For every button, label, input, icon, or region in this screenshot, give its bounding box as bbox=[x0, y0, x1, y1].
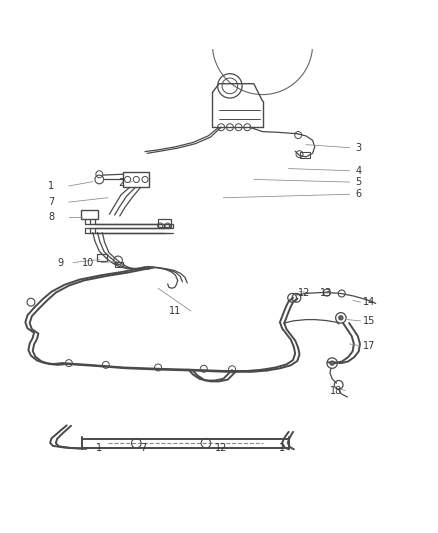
Text: 7: 7 bbox=[140, 443, 146, 454]
Text: 1: 1 bbox=[96, 443, 102, 454]
Text: 12: 12 bbox=[215, 443, 227, 454]
Text: 7: 7 bbox=[48, 197, 55, 207]
Text: 14: 14 bbox=[363, 297, 375, 307]
Text: 4: 4 bbox=[355, 166, 361, 176]
Text: 12: 12 bbox=[298, 288, 310, 298]
Text: 9: 9 bbox=[57, 257, 63, 268]
Circle shape bbox=[330, 361, 334, 365]
Text: 5: 5 bbox=[355, 177, 361, 187]
Text: 11: 11 bbox=[170, 306, 182, 316]
Text: 2: 2 bbox=[118, 177, 124, 188]
Text: 10: 10 bbox=[82, 257, 95, 268]
Text: 3: 3 bbox=[355, 143, 361, 152]
Text: 8: 8 bbox=[48, 212, 54, 222]
Text: 6: 6 bbox=[355, 189, 361, 199]
Text: 1: 1 bbox=[48, 181, 54, 191]
Text: 1: 1 bbox=[279, 443, 285, 454]
Circle shape bbox=[339, 316, 343, 320]
Text: 18: 18 bbox=[330, 385, 343, 395]
Text: 17: 17 bbox=[363, 341, 375, 351]
Text: 13: 13 bbox=[319, 288, 332, 298]
Text: 15: 15 bbox=[363, 316, 375, 326]
